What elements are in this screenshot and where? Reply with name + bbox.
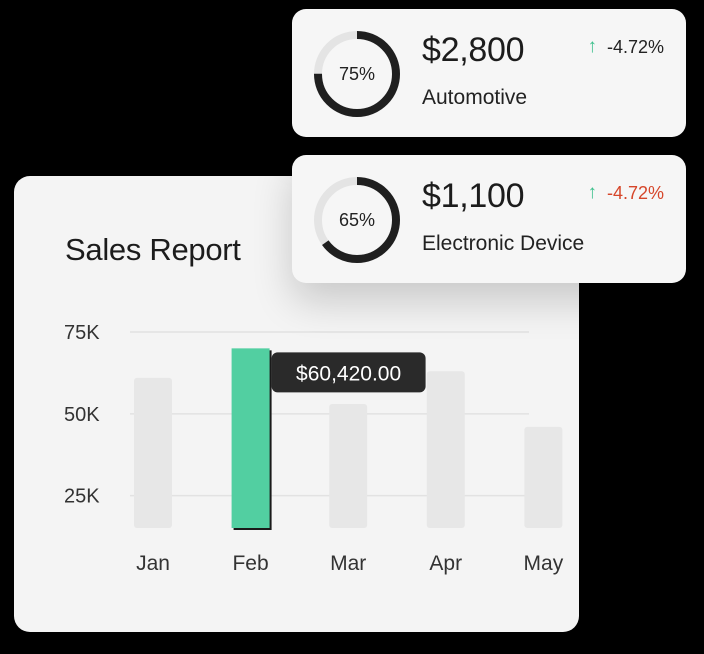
bar bbox=[134, 377, 172, 528]
stat-change-value: -4.72% bbox=[606, 36, 664, 57]
y-tick-label: 50K bbox=[64, 404, 100, 426]
stat-amount: $2,800 bbox=[422, 31, 525, 69]
stat-card-automotive[interactable]: 75% $2,800 Automotive ↑ -4.72% bbox=[292, 9, 686, 137]
progress-percent-label: 75% bbox=[338, 63, 376, 84]
sales-bar-chart: 25K 50K 75K Jan Feb $60,420.00 Mar Apr May bbox=[64, 322, 564, 575]
y-tick-label: 25K bbox=[64, 486, 100, 508]
x-tick-label: Apr bbox=[429, 552, 462, 575]
stat-change: ↑ -4.72% bbox=[587, 182, 664, 204]
y-tick-label: 75K bbox=[64, 322, 100, 344]
x-tick-label: Mar bbox=[330, 552, 366, 575]
bar bbox=[524, 426, 563, 528]
x-tick-label: Jan bbox=[136, 552, 170, 575]
progress-ring bbox=[314, 31, 400, 117]
stat-change-value: -4.72% bbox=[606, 182, 664, 203]
progress-percent-label: 65% bbox=[338, 209, 376, 230]
stat-card-electronic-device[interactable]: 65% $1,100 Electronic Device ↑ -4.72% bbox=[292, 155, 686, 283]
sales-report-title: Sales Report bbox=[65, 232, 241, 267]
tooltip-box bbox=[271, 352, 426, 393]
stat-amount: $1,100 bbox=[422, 177, 525, 215]
stat-category: Electronic Device bbox=[422, 232, 585, 255]
tooltip-value: $60,420.00 bbox=[296, 362, 401, 385]
stat-change: ↑ -4.72% bbox=[587, 36, 664, 58]
bar-highlighted bbox=[231, 348, 270, 528]
arrow-up-icon: ↑ bbox=[587, 182, 597, 203]
x-tick-label: Feb bbox=[232, 552, 268, 575]
arrow-up-icon: ↑ bbox=[587, 36, 597, 57]
x-tick-label: May bbox=[524, 552, 564, 575]
bar bbox=[329, 404, 368, 528]
stat-category: Automotive bbox=[422, 86, 528, 109]
progress-ring bbox=[314, 177, 400, 263]
bar bbox=[426, 371, 465, 528]
